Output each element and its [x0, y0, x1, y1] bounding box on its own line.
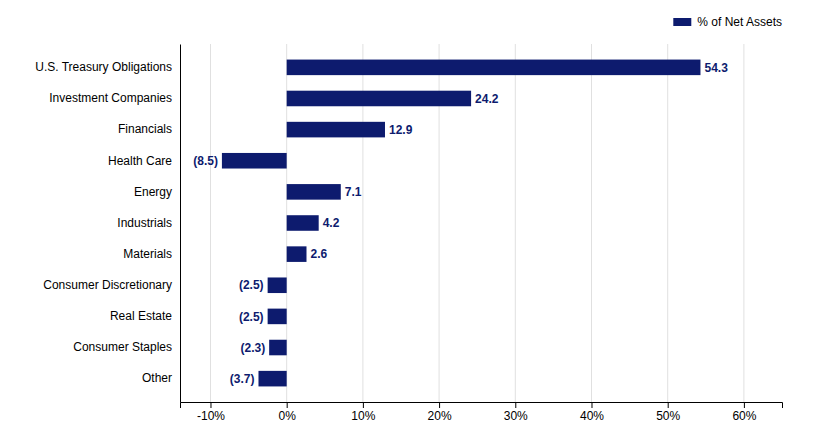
bar: [258, 371, 286, 387]
data-label: 4.2: [323, 216, 340, 230]
x-tick: 20%: [428, 402, 452, 423]
bar: [287, 60, 701, 76]
bar: [269, 340, 287, 356]
x-tick-label: 0%: [279, 409, 297, 423]
data-label: (2.5): [239, 310, 264, 324]
bar: [268, 309, 287, 325]
y-tick-label: U.S. Treasury Obligations: [35, 60, 172, 74]
x-tick-label: 30%: [504, 409, 528, 423]
y-tick-label: Health Care: [108, 154, 172, 168]
bar: [287, 91, 471, 107]
x-tick-mark: [744, 402, 745, 408]
data-label: 54.3: [704, 61, 728, 75]
data-label: (2.3): [240, 341, 265, 355]
y-axis-line: [180, 45, 181, 403]
x-tick: 50%: [656, 402, 680, 423]
grid-line: [515, 44, 516, 402]
y-tick-label: Energy: [134, 185, 172, 199]
x-tick-mark: [591, 402, 592, 408]
x-tick-mark: [439, 402, 440, 408]
y-axis: U.S. Treasury Obligations Investment Comp…: [35, 45, 180, 403]
x-tick: 0%: [279, 402, 297, 423]
x-tick-label: -10%: [197, 409, 225, 423]
y-tick-label: Consumer Discretionary: [43, 278, 172, 292]
data-labels: 54.3 24.2 12.9 (8.5) 7.1 4.2 2.6 (2.5) (2.5) (2.3…: [193, 61, 728, 386]
y-tick-label: Other: [142, 371, 172, 385]
x-tick-mark: [210, 402, 211, 408]
y-tick: Energy: [134, 185, 180, 199]
y-tick: U.S. Treasury Obligations: [35, 60, 180, 74]
y-tick: Other: [142, 371, 180, 385]
x-tick-label: 50%: [656, 409, 680, 423]
y-tick: Industrials: [117, 216, 180, 230]
y-tick-label: Industrials: [117, 216, 172, 230]
y-tick: Financials: [118, 122, 180, 136]
bar: [268, 277, 287, 293]
x-tick-label: 40%: [580, 409, 604, 423]
data-label: (2.5): [239, 278, 264, 292]
data-label: (8.5): [193, 154, 218, 168]
x-tick: 30%: [504, 402, 528, 423]
bar: [287, 215, 319, 231]
x-tick-label: 20%: [428, 409, 452, 423]
grid: [210, 44, 743, 402]
x-tick-mark: [668, 402, 669, 408]
legend-swatch: [673, 18, 691, 26]
legend: % of Net Assets: [673, 15, 782, 29]
x-axis-line: [181, 403, 783, 409]
y-tick-label: Financials: [118, 122, 172, 136]
y-tick-label: Consumer Staples: [73, 340, 172, 354]
x-tick-mark: [363, 402, 364, 408]
data-label: 2.6: [310, 247, 327, 261]
x-tick: -10%: [197, 402, 225, 423]
grid-line: [210, 44, 211, 402]
y-tick-label: Real Estate: [110, 309, 172, 323]
y-tick: Materials: [123, 247, 180, 261]
bar: [287, 246, 307, 262]
x-axis: -10% 0% 10% 20% 30% 40% 50% 60%: [181, 402, 783, 423]
y-tick-label: Materials: [123, 247, 172, 261]
grid-line: [743, 44, 744, 402]
data-label: (3.7): [230, 372, 255, 386]
y-tick: Investment Companies: [49, 91, 180, 105]
y-tick: Real Estate: [110, 309, 180, 323]
x-tick-mark: [515, 402, 516, 408]
legend-label: % of Net Assets: [697, 15, 782, 29]
x-tick: 40%: [580, 402, 604, 423]
grid-line: [667, 44, 668, 402]
bar: [287, 184, 341, 200]
data-label: 12.9: [389, 123, 413, 137]
bars: [222, 60, 701, 387]
bar: [287, 122, 385, 138]
x-tick-mark: [287, 402, 288, 408]
y-tick: Health Care: [108, 154, 180, 168]
x-tick-label: 10%: [351, 409, 375, 423]
x-tick: 10%: [351, 402, 375, 423]
plot: -10% 0% 10% 20% 30% 40% 50% 60% U.S. Treasury Ob…: [35, 44, 782, 423]
grid-line: [591, 44, 592, 402]
bar: [222, 153, 287, 169]
chart: -10% 0% 10% 20% 30% 40% 50% 60% U.S. Treasury Ob…: [0, 0, 816, 432]
y-tick: Consumer Staples: [73, 340, 180, 354]
y-tick-label: Investment Companies: [49, 91, 172, 105]
x-tick-label: 60%: [732, 409, 756, 423]
x-tick: 60%: [732, 402, 756, 423]
data-label: 7.1: [345, 185, 362, 199]
data-label: 24.2: [475, 92, 499, 106]
y-tick: Consumer Discretionary: [43, 278, 180, 292]
